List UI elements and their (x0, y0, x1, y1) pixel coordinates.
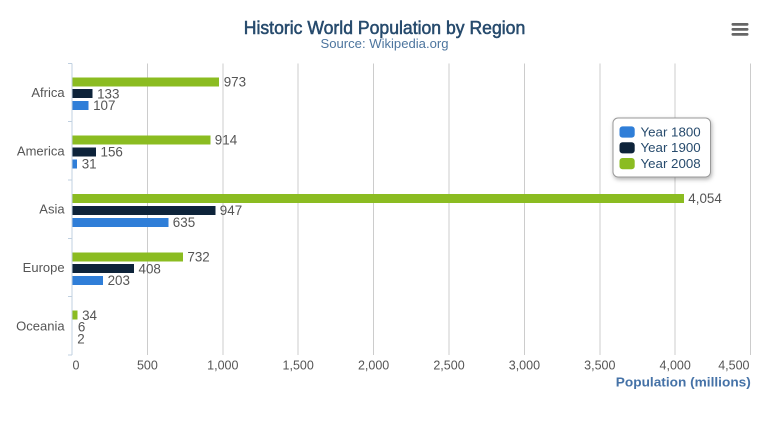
svg-text:4,500: 4,500 (718, 359, 749, 373)
svg-text:914: 914 (215, 133, 238, 148)
svg-text:3,500: 3,500 (584, 359, 615, 373)
svg-text:31: 31 (82, 157, 97, 172)
svg-text:Oceania: Oceania (16, 318, 65, 333)
svg-text:156: 156 (101, 145, 123, 160)
svg-text:2,000: 2,000 (358, 359, 389, 373)
svg-text:34: 34 (82, 308, 97, 323)
svg-text:4,000: 4,000 (660, 359, 691, 373)
svg-text:Africa: Africa (31, 85, 65, 100)
svg-text:Population (millions): Population (millions) (616, 375, 751, 390)
svg-text:Year 2008: Year 2008 (641, 156, 701, 171)
svg-text:1,000: 1,000 (207, 359, 238, 373)
svg-text:0: 0 (73, 359, 80, 373)
svg-text:6: 6 (78, 320, 85, 335)
svg-text:1,500: 1,500 (283, 359, 314, 373)
svg-text:732: 732 (187, 249, 209, 264)
svg-text:635: 635 (173, 215, 195, 230)
svg-text:Source: Wikipedia.org: Source: Wikipedia.org (321, 37, 449, 51)
svg-text:2: 2 (77, 332, 84, 347)
svg-text:Year 1800: Year 1800 (641, 124, 701, 139)
svg-text:973: 973 (224, 74, 246, 89)
svg-text:947: 947 (220, 203, 242, 218)
svg-text:Year 1900: Year 1900 (641, 140, 701, 155)
svg-text:203: 203 (108, 273, 130, 288)
svg-text:3,000: 3,000 (509, 359, 540, 373)
svg-text:4,054: 4,054 (688, 191, 722, 206)
svg-text:133: 133 (97, 86, 119, 101)
svg-text:500: 500 (137, 359, 158, 373)
svg-text:107: 107 (93, 98, 115, 113)
svg-text:Historic World Population by R: Historic World Population by Region (244, 17, 526, 38)
svg-text:2,500: 2,500 (433, 359, 464, 373)
svg-text:America: America (17, 143, 65, 158)
svg-text:Europe: Europe (23, 260, 65, 275)
svg-text:Asia: Asia (39, 202, 65, 217)
svg-text:408: 408 (139, 261, 161, 276)
